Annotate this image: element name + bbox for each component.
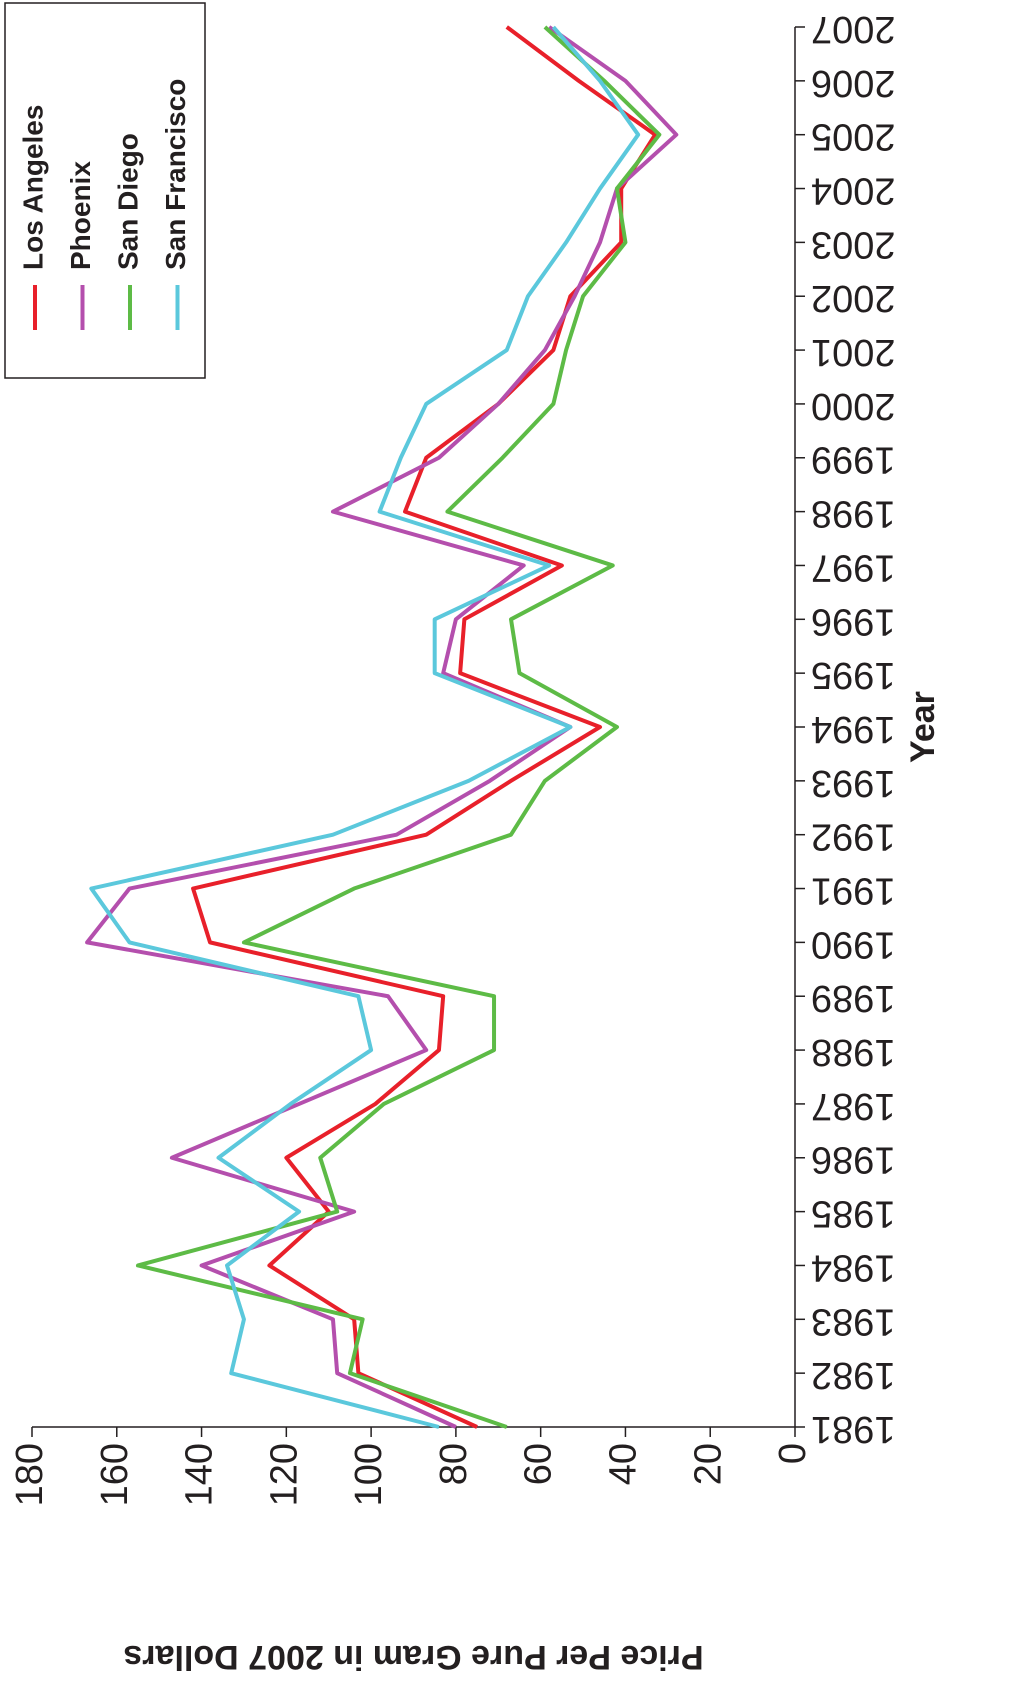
y-tick-label: 180 — [9, 1443, 51, 1506]
y-tick-label: 40 — [602, 1443, 644, 1485]
y-axis-title: Price Per Pure Gram in 2007 Dollars — [123, 1638, 703, 1676]
x-tick-label: 2003 — [811, 223, 896, 265]
x-tick-label: 1991 — [811, 870, 896, 912]
x-axis-title: Year — [904, 691, 942, 763]
x-tick-label: 1986 — [811, 1139, 896, 1181]
y-tick-label: 80 — [433, 1443, 475, 1485]
x-tick-label: 1998 — [811, 493, 896, 535]
x-tick-label: 2004 — [811, 170, 896, 212]
x-tick-label: 1996 — [811, 600, 896, 642]
x-tick-label: 1985 — [811, 1193, 896, 1235]
y-tick-label: 60 — [518, 1443, 560, 1485]
x-tick-label: 1995 — [811, 654, 896, 696]
x-tick-label: 2000 — [811, 385, 896, 427]
x-tick-label: 2007 — [811, 8, 896, 50]
x-tick-label: 1994 — [811, 708, 896, 750]
x-tick-label: 1993 — [811, 762, 896, 804]
x-tick-label: 2002 — [811, 277, 896, 319]
x-tick-label: 2006 — [811, 62, 896, 104]
x-tick-label: 1982 — [811, 1354, 896, 1396]
legend-label: San Francisco — [160, 79, 191, 270]
legend-label: Phoenix — [65, 161, 96, 270]
x-tick-label: 1984 — [811, 1246, 896, 1288]
legend-label: San Diego — [112, 133, 143, 270]
x-tick-label: 2001 — [811, 331, 896, 373]
y-tick-label: 20 — [687, 1443, 729, 1485]
y-tick-label: 160 — [94, 1443, 136, 1506]
x-tick-label: 1988 — [811, 1031, 896, 1073]
x-tick-label: 1997 — [811, 546, 896, 588]
legend-box — [4, 2, 206, 379]
y-tick-label: 100 — [348, 1443, 390, 1506]
x-tick-label: 1981 — [811, 1408, 896, 1450]
rotated-chart: 0 20 40 60 80 100 120 140 160 180 1981 1982 1983 1984… — [4, 2, 942, 1676]
x-tick-label: 1987 — [811, 1085, 896, 1127]
x-tick-label: 2005 — [811, 116, 896, 158]
series-line — [135, 25, 662, 1429]
y-tick-label: 0 — [772, 1443, 814, 1464]
x-tick-label: 1989 — [811, 977, 896, 1019]
series-line — [89, 25, 641, 1429]
x-tick-label: 1990 — [811, 923, 896, 965]
y-tick-label: 140 — [179, 1443, 221, 1506]
y-tick-label: 120 — [263, 1443, 305, 1506]
legend-label: Los Angeles — [17, 105, 48, 270]
x-tick-label: 1999 — [811, 439, 896, 481]
series-line — [191, 25, 658, 1429]
x-tick-label: 1992 — [811, 816, 896, 858]
x-tick-label: 1983 — [811, 1300, 896, 1342]
